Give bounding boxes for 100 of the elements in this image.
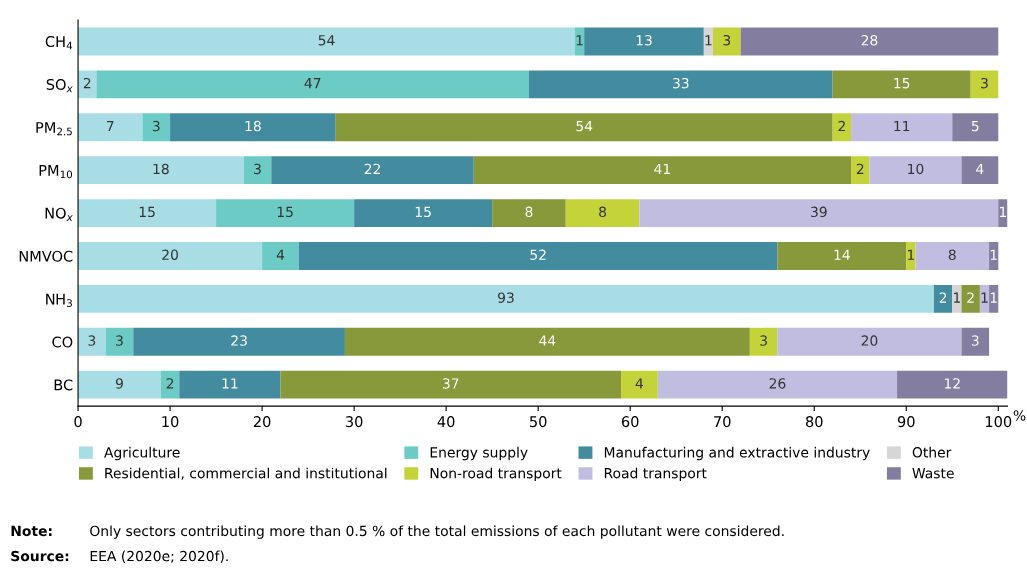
- data-label: 3: [152, 120, 160, 132]
- x-axis-title: %: [1013, 410, 1026, 421]
- data-label: 44: [539, 335, 556, 346]
- data-label: 3: [88, 335, 96, 346]
- data-label: 7: [106, 120, 114, 132]
- bar: [78, 370, 161, 399]
- data-label: 1: [990, 292, 997, 303]
- bar: [280, 370, 621, 399]
- data-label: 4: [635, 378, 644, 389]
- data-label: 18: [245, 120, 261, 132]
- bar: [335, 113, 833, 142]
- data-label: 47: [304, 78, 321, 89]
- bar: [78, 284, 934, 313]
- legend-label: Non-road transport: [430, 467, 562, 482]
- bar: [298, 242, 778, 270]
- data-label: 14: [834, 249, 850, 260]
- legend-label: Waste: [912, 468, 954, 479]
- bar: [473, 156, 852, 185]
- bar: [78, 156, 244, 185]
- bar: [979, 284, 990, 313]
- text: EEA (2020e; 2020f).: [90, 550, 228, 563]
- data-label: 1: [999, 206, 1007, 217]
- data-label: 4: [976, 163, 984, 174]
- bar: [620, 370, 658, 399]
- legend-label: Energy supply: [430, 446, 528, 461]
- data-label: 3: [971, 335, 979, 346]
- data-label: 41: [654, 163, 670, 174]
- bar: [78, 199, 217, 228]
- data-label: 20: [162, 249, 178, 260]
- text: Note:: [11, 525, 52, 537]
- bar: [740, 27, 999, 56]
- bar: [528, 70, 833, 99]
- data-label: 54: [576, 120, 593, 132]
- y-tick-label: NMVOC: [19, 250, 73, 262]
- legend-label: Other: [912, 446, 952, 458]
- bar: [78, 242, 263, 270]
- data-label: 9: [115, 378, 123, 389]
- data-label: 93: [498, 292, 514, 303]
- bar: [915, 242, 990, 270]
- bar: [970, 70, 999, 99]
- data-label: 3: [723, 34, 731, 46]
- data-label: 18: [153, 163, 169, 175]
- bar: [216, 199, 355, 228]
- data-label: 11: [894, 120, 910, 132]
- bar: [832, 113, 852, 142]
- data-label: 37: [442, 378, 459, 389]
- x-tick-label: 40: [437, 416, 455, 428]
- bar: [78, 27, 575, 56]
- bar: [639, 199, 999, 228]
- data-label: 3: [760, 335, 767, 346]
- data-label: 4: [276, 249, 285, 260]
- x-tick-label: 20: [253, 416, 271, 428]
- data-label: 13: [636, 34, 652, 46]
- data-label: 3: [981, 77, 988, 89]
- y-tick-label: NO$_{x}$: [45, 207, 73, 221]
- bar: [179, 370, 281, 399]
- data-label: 8: [525, 206, 533, 218]
- bar: [961, 156, 999, 185]
- data-label: 22: [364, 163, 380, 174]
- y-tick-label: NH$_{3}$: [46, 293, 72, 307]
- bar: [897, 370, 1008, 399]
- data-label: 2: [939, 292, 947, 303]
- bar: [933, 284, 953, 313]
- data-label: 8: [948, 249, 956, 260]
- x-tick-label: 30: [345, 416, 363, 428]
- bar: [105, 327, 134, 356]
- y-tick-label: PM$_{2.5}$: [36, 122, 72, 136]
- data-label: 1: [576, 35, 583, 46]
- bar: [96, 70, 529, 99]
- bar: [344, 327, 750, 356]
- bar: [832, 70, 971, 99]
- bar: [262, 242, 299, 270]
- bar: [749, 327, 778, 356]
- x-tick-label: 10: [162, 416, 179, 428]
- data-label: 1: [705, 35, 712, 46]
- data-label: 28: [861, 34, 878, 46]
- bar: [851, 113, 953, 142]
- data-label: 8: [599, 206, 607, 218]
- bar: [961, 284, 980, 313]
- data-label: 33: [673, 77, 689, 89]
- data-label: 23: [231, 335, 247, 346]
- bar: [777, 242, 907, 270]
- x-tick-label: 60: [621, 416, 639, 428]
- data-label: 54: [318, 35, 335, 46]
- x-tick-label: 50: [530, 416, 547, 428]
- legend-label: Manufacturing and extractive industry: [604, 446, 870, 461]
- data-label: 15: [894, 78, 910, 89]
- data-label: 12: [944, 378, 960, 389]
- data-label: 10: [908, 163, 924, 175]
- bar: [133, 327, 345, 356]
- data-label: 20: [861, 335, 878, 346]
- bar: [170, 113, 336, 142]
- data-label: 11: [222, 378, 238, 389]
- bar: [78, 113, 143, 142]
- bar: [713, 27, 741, 56]
- y-tick-label: SO$_{x}$: [46, 78, 73, 93]
- data-label: 1: [990, 249, 997, 260]
- y-tick-label: BC: [54, 379, 73, 391]
- bar: [777, 327, 962, 356]
- bar: [354, 199, 493, 228]
